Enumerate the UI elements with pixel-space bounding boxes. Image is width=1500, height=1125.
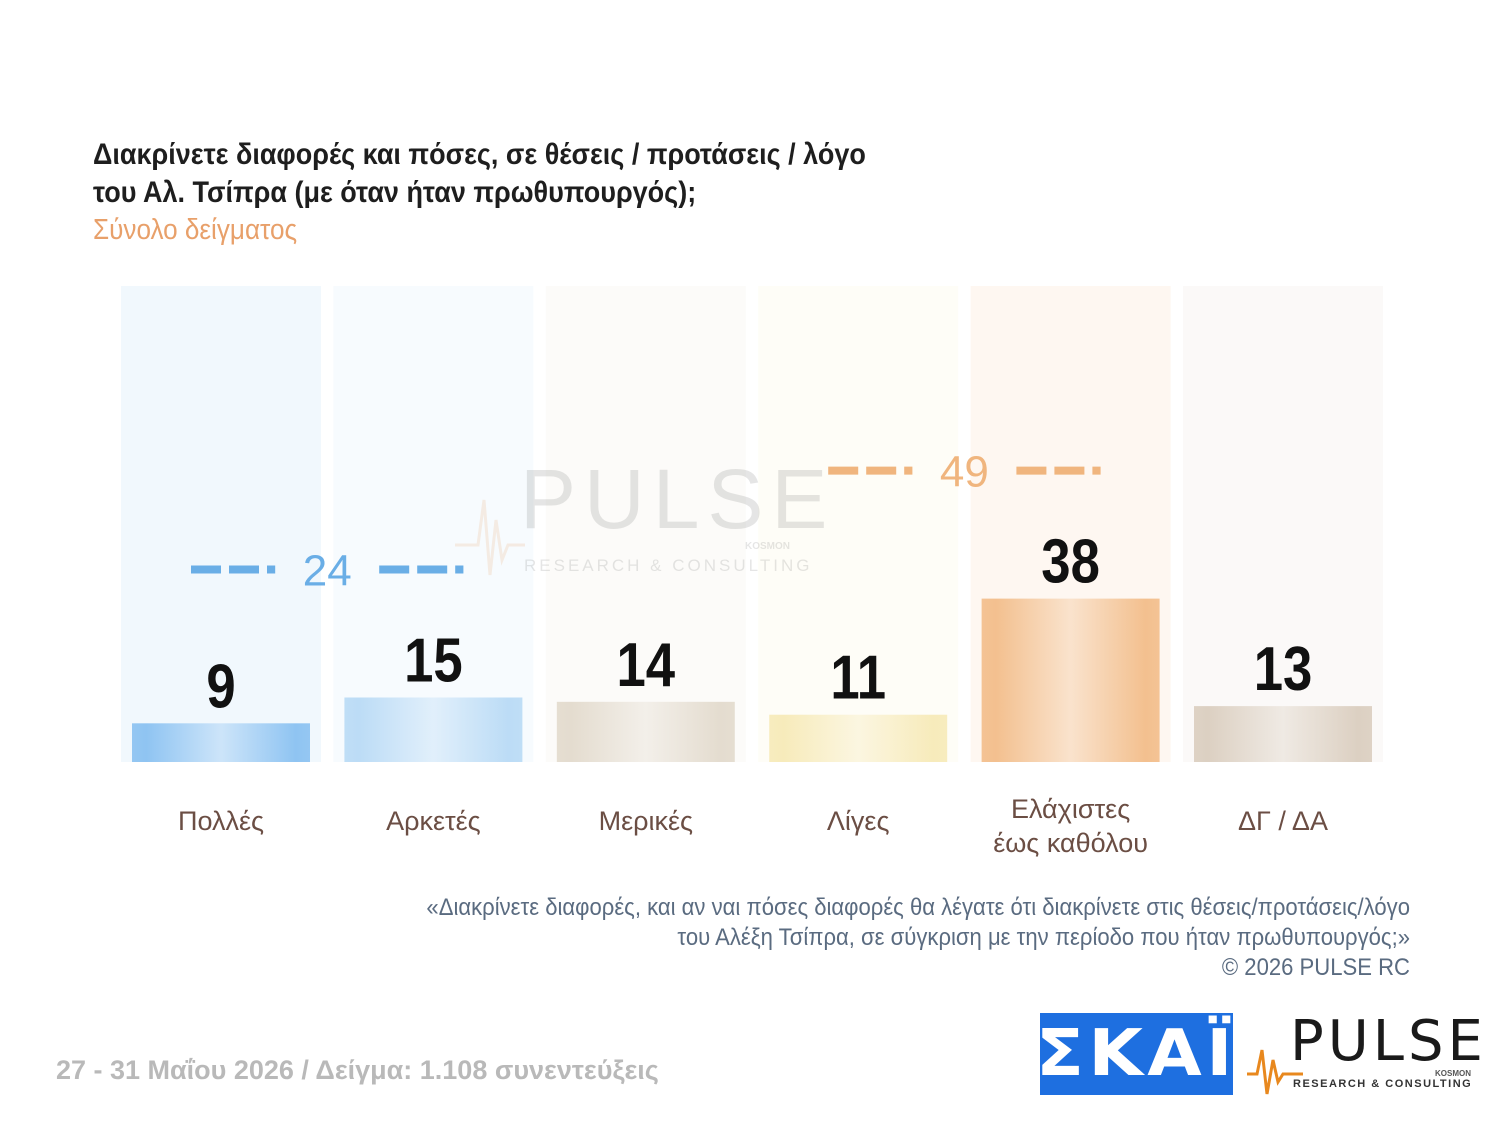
bar-0 xyxy=(132,723,310,762)
column-bg-5 xyxy=(1183,286,1383,762)
pulse-watermark: PULSE KOSMON RESEARCH & CONSULTING xyxy=(455,452,835,576)
bar-1 xyxy=(344,697,523,762)
footnote-copyright: © 2026 PULSE RC xyxy=(1221,954,1410,981)
skai-logo-text: ΣΚΑΪ xyxy=(1036,1017,1237,1091)
value-label-0: 9 xyxy=(206,652,235,721)
watermark-sub: RESEARCH & CONSULTING xyxy=(524,556,812,575)
watermark-small: KOSMON xyxy=(745,541,790,552)
pulse-logo-small: KOSMON xyxy=(1435,1069,1471,1078)
pulse-logo-line-icon xyxy=(1247,1049,1303,1095)
chart-title: Διακρίνετε διαφορές και πόσες, σε θέσεις… xyxy=(93,138,866,209)
footnote-line-1: «Διακρίνετε διαφορές, και αν ναι πόσες δ… xyxy=(426,894,1411,921)
category-label-0: Πολλές xyxy=(178,806,264,836)
survey-dates-sample: 27 - 31 Μαΐου 2026 / Δείγμα: 1.108 συνεν… xyxy=(56,1055,659,1085)
value-label-2: 14 xyxy=(616,631,675,700)
value-label-1: 15 xyxy=(404,627,463,696)
watermark-word: PULSE xyxy=(520,452,835,546)
category-labels: Πολλές Αρκετές Μερικές Λίγες Ελάχιστες έως κα… xyxy=(178,794,1328,858)
group-total-0: 24 xyxy=(303,547,352,596)
category-label-5: ΔΓ / ΔΑ xyxy=(1238,806,1328,836)
value-label-5: 13 xyxy=(1254,635,1313,704)
group-annotations: 24 49 xyxy=(191,448,1101,596)
skai-logo: ΣΚΑΪ xyxy=(1036,1013,1233,1095)
bar-5 xyxy=(1194,706,1372,762)
category-label-3: Λίγες xyxy=(827,806,890,836)
value-label-4: 38 xyxy=(1041,528,1100,597)
footnote-line-2: του Αλέξη Τσίπρα, σε σύγκριση με την περ… xyxy=(677,924,1410,951)
column-bg-2 xyxy=(545,286,746,762)
watermark-pulse-line xyxy=(455,499,525,576)
bar-4 xyxy=(981,598,1160,762)
pulse-logo: PULSE RESEARCH & CONSULTING KOSMON xyxy=(1245,1012,1483,1102)
question-footnote: «Διακρίνετε διαφορές, και αν ναι πόσες δ… xyxy=(352,893,1410,983)
pulse-logo-sub: RESEARCH & CONSULTING xyxy=(1293,1078,1473,1090)
column-bg-0 xyxy=(121,286,321,762)
column-bg-1 xyxy=(333,286,534,762)
value-labels: 9 15 14 11 38 13 xyxy=(206,528,1312,722)
category-label-2: Μερικές xyxy=(599,806,693,836)
category-label-4-line-0: Ελάχιστες xyxy=(1011,794,1130,824)
category-label-1: Αρκετές xyxy=(386,806,481,836)
bar-3 xyxy=(769,714,948,762)
group-total-1: 49 xyxy=(940,448,989,497)
pulse-logo-word: PULSE xyxy=(1290,1009,1487,1074)
value-label-3: 11 xyxy=(830,644,886,713)
column-bg-3 xyxy=(758,286,959,762)
category-label-4-line-1: έως καθόλου xyxy=(993,828,1148,858)
chart-subtitle: Σύνολο δείγματος xyxy=(93,214,298,246)
bar-2 xyxy=(556,701,735,762)
bars xyxy=(132,598,1372,762)
